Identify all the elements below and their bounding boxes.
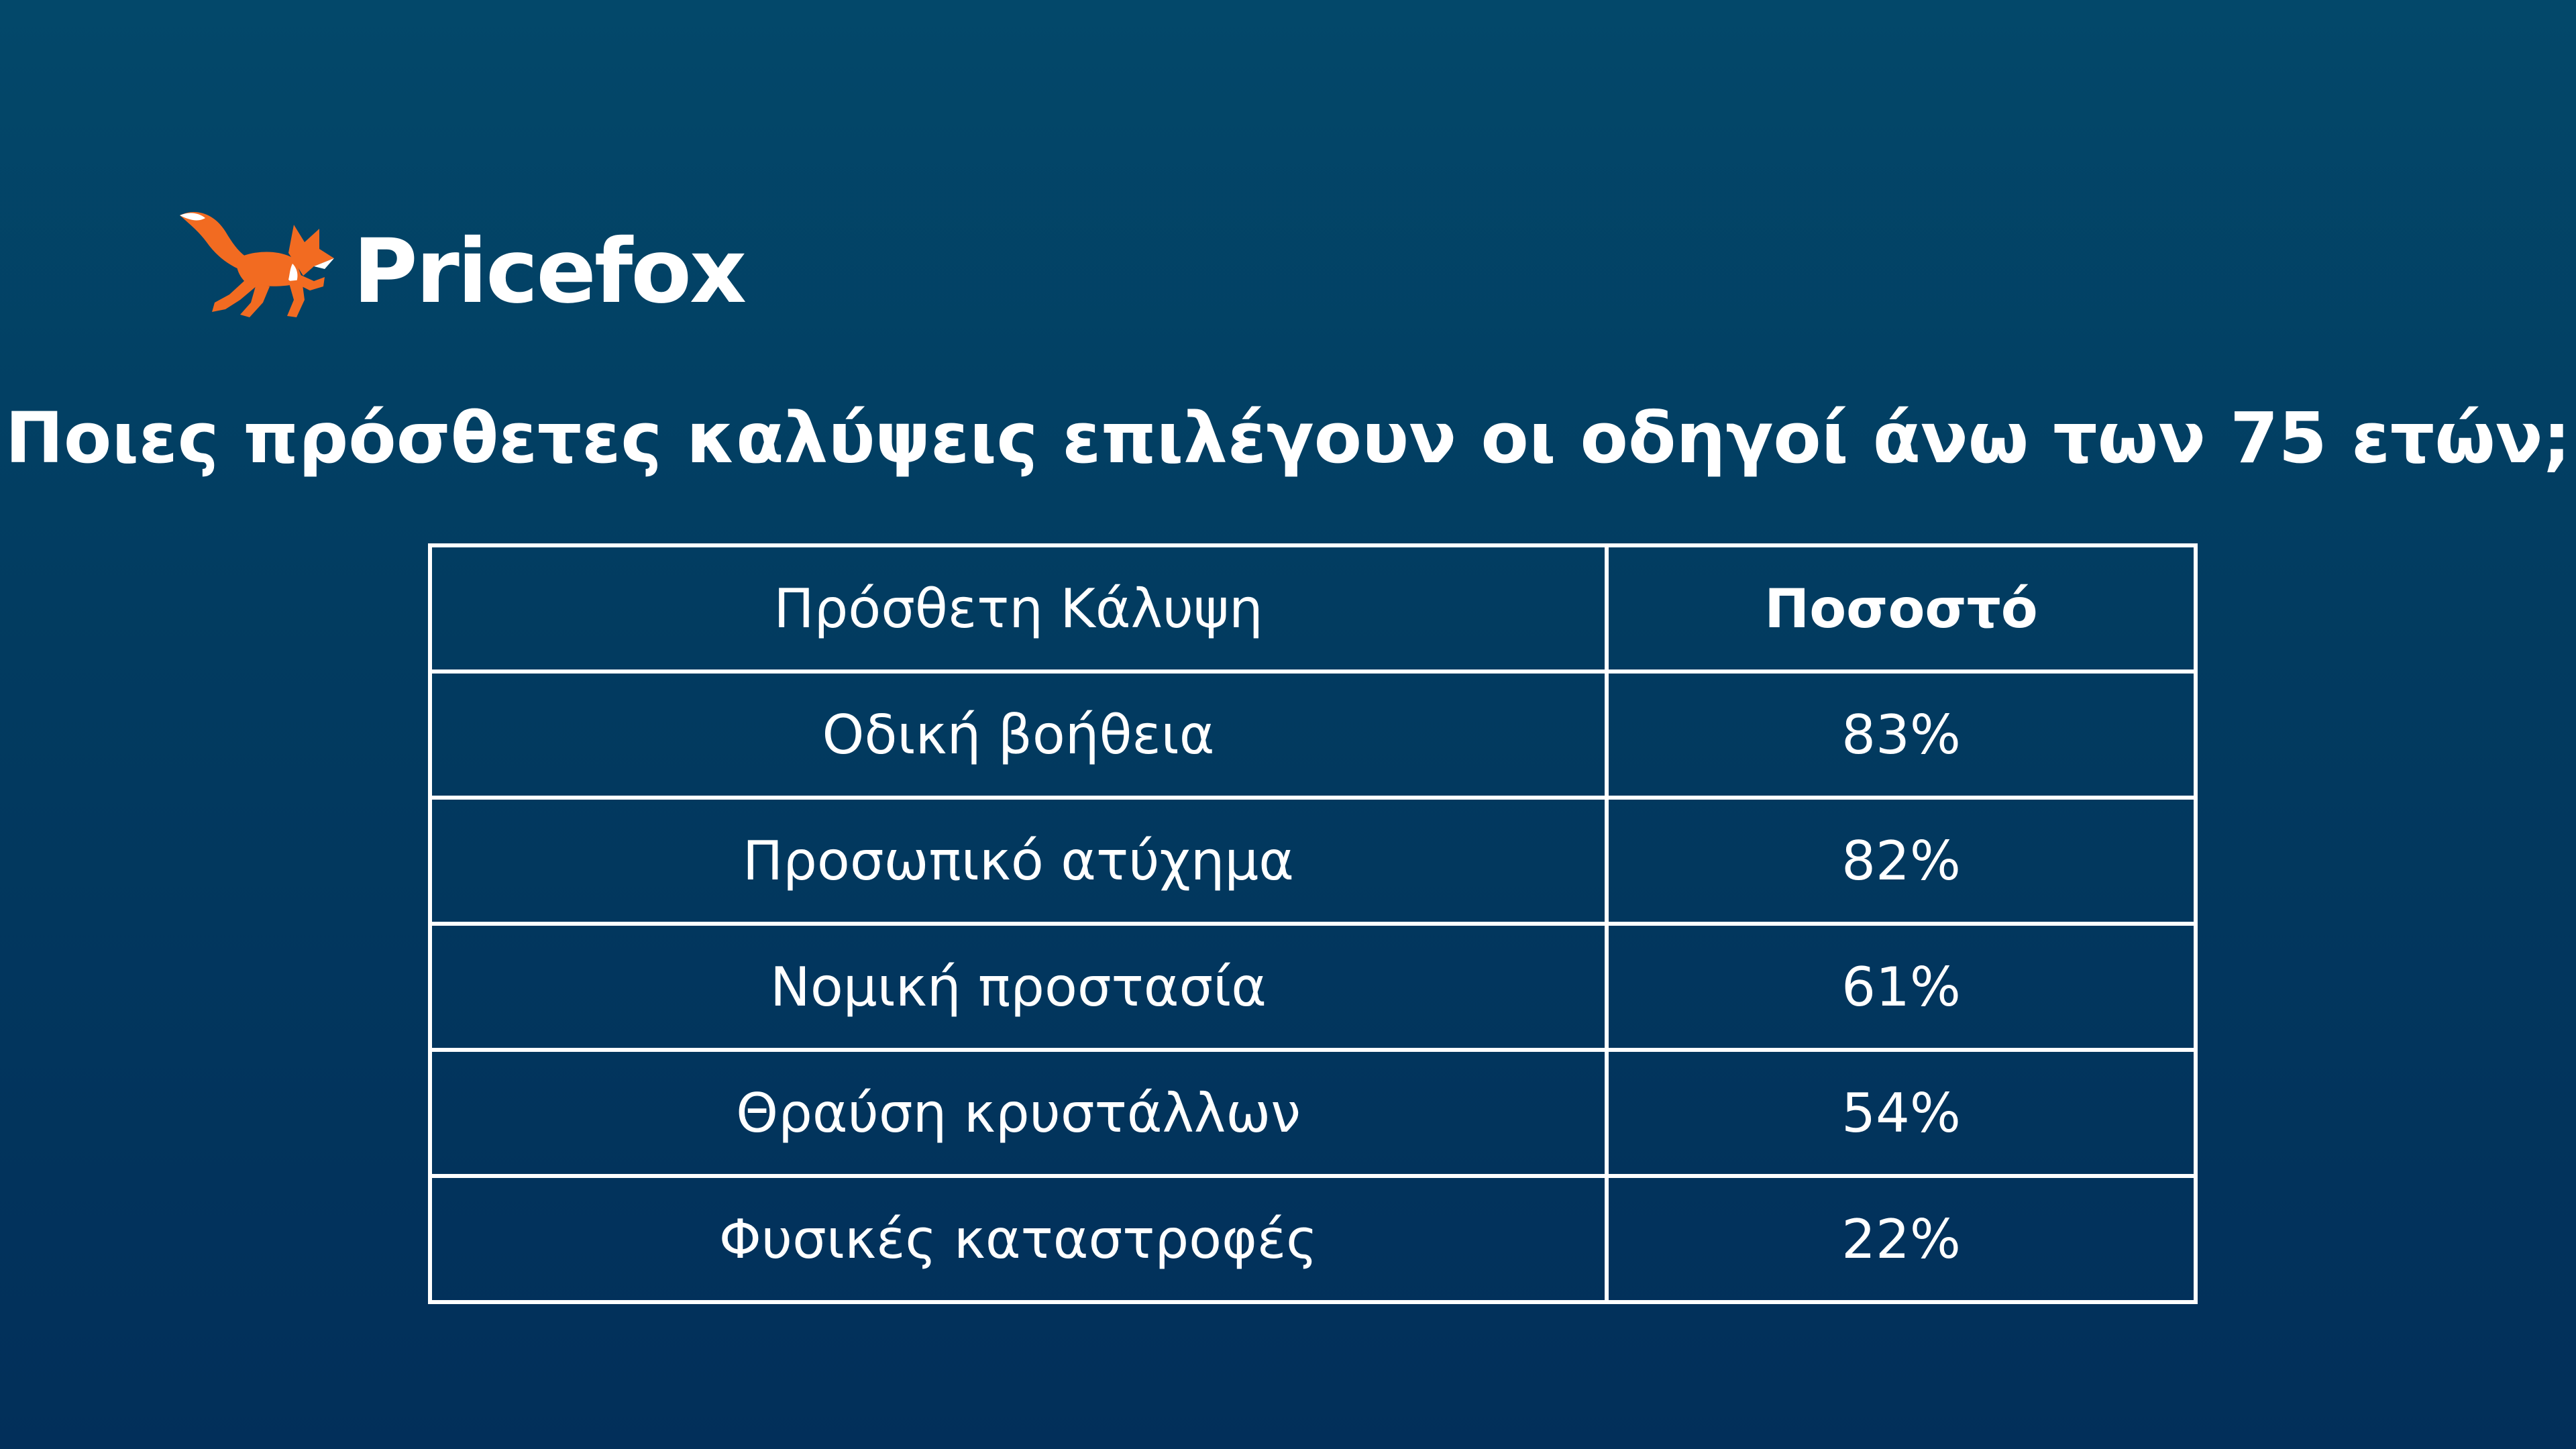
table-row: Φυσικές καταστροφές 22% xyxy=(428,1174,2198,1304)
table-row: Οδική βοήθεια 83% xyxy=(428,669,2198,800)
coverage-cell: Προσωπικό ατύχημα xyxy=(428,796,1609,926)
column-header-percentage: Ποσοστό xyxy=(1605,543,2198,674)
column-header-coverage: Πρόσθετη Κάλυψη xyxy=(428,543,1609,674)
coverage-cell: Οδική βοήθεια xyxy=(428,669,1609,800)
fox-icon xyxy=(180,211,334,317)
coverage-table: Πρόσθετη Κάλυψη Ποσοστό Οδική βοήθεια 83… xyxy=(428,543,2198,1304)
percentage-cell: 61% xyxy=(1605,922,2198,1052)
brand-logo: Pricefox xyxy=(176,199,747,326)
percentage-cell: 54% xyxy=(1605,1048,2198,1178)
percentage-cell: 83% xyxy=(1605,669,2198,800)
table-row: Θραύση κρυστάλλων 54% xyxy=(428,1048,2198,1178)
percentage-cell: 82% xyxy=(1605,796,2198,926)
table-row: Νομική προστασία 61% xyxy=(428,922,2198,1052)
coverage-cell: Θραύση κρυστάλλων xyxy=(428,1048,1609,1178)
page-title: Ποιες πρόσθετες καλύψεις επιλέγουν οι οδ… xyxy=(5,397,2571,479)
table-header-row: Πρόσθετη Κάλυψη Ποσοστό xyxy=(428,543,2198,674)
coverage-cell: Νομική προστασία xyxy=(428,922,1609,1052)
percentage-cell: 22% xyxy=(1605,1174,2198,1304)
coverage-cell: Φυσικές καταστροφές xyxy=(428,1174,1609,1304)
brand-name: Pricefox xyxy=(353,220,747,323)
table-row: Προσωπικό ατύχημα 82% xyxy=(428,796,2198,926)
